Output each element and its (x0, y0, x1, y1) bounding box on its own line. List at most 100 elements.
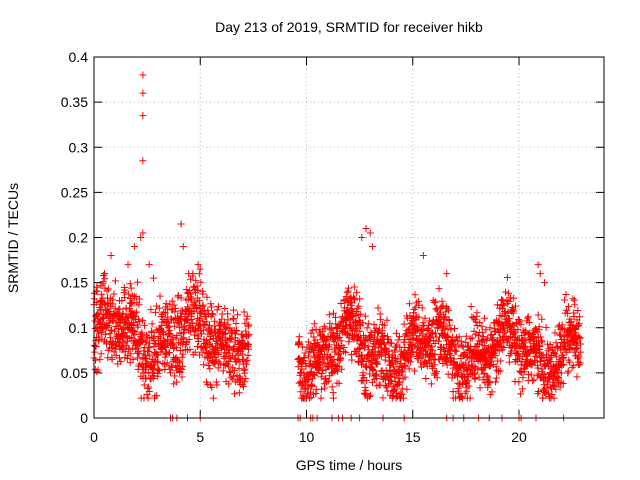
data-point (121, 286, 129, 294)
data-point (121, 294, 129, 302)
data-point (196, 265, 204, 273)
data-point (568, 364, 576, 372)
data-point (124, 325, 132, 333)
data-point (95, 310, 103, 318)
data-point (384, 335, 392, 343)
data-point (440, 314, 448, 322)
data-point (486, 324, 494, 332)
data-point (135, 301, 143, 309)
data-point (178, 353, 186, 361)
data-point (449, 388, 457, 396)
data-point (410, 306, 418, 314)
data-point (321, 384, 329, 392)
data-point (350, 293, 358, 301)
data-point (145, 383, 153, 391)
data-point (110, 348, 118, 356)
data-point (362, 376, 370, 384)
data-point (195, 270, 203, 278)
data-point (502, 288, 510, 296)
data-point (197, 322, 205, 330)
data-point (135, 350, 143, 358)
data-point (560, 296, 568, 304)
data-point (362, 224, 370, 232)
data-point (97, 290, 105, 298)
data-point (576, 348, 584, 356)
data-point (576, 313, 584, 321)
data-point (108, 316, 116, 324)
data-point (240, 378, 248, 386)
data-point (443, 270, 451, 278)
data-point (225, 346, 233, 354)
data-point (378, 327, 386, 335)
data-point (485, 377, 493, 385)
data-point (471, 374, 479, 382)
data-point (139, 229, 147, 237)
data-point (550, 348, 558, 356)
data-point (574, 307, 582, 315)
data-point (244, 332, 252, 340)
data-point (111, 277, 119, 285)
data-point (218, 315, 226, 323)
data-point (192, 277, 200, 285)
data-point (492, 363, 500, 371)
data-point (310, 333, 318, 341)
data-point (209, 310, 217, 318)
data-point (481, 342, 489, 350)
data-point (182, 286, 190, 294)
data-point (500, 301, 508, 309)
data-point (309, 370, 317, 378)
data-point (178, 330, 186, 338)
data-point (199, 302, 207, 310)
data-point (575, 361, 583, 369)
data-point (374, 329, 382, 337)
data-point (345, 321, 353, 329)
data-point (362, 390, 370, 398)
data-point (202, 344, 210, 352)
y-tick-label: 0.3 (69, 139, 89, 155)
data-point (225, 369, 233, 377)
data-point (126, 280, 134, 288)
data-point (344, 331, 352, 339)
data-point (221, 319, 229, 327)
data-point (242, 327, 250, 335)
data-point (514, 325, 522, 333)
data-point (304, 338, 312, 346)
data-point (244, 342, 252, 350)
data-point (573, 373, 581, 381)
data-point (357, 310, 365, 318)
data-point (187, 294, 195, 302)
data-point (92, 356, 100, 364)
data-point (555, 374, 563, 382)
data-point (200, 326, 208, 334)
data-point (229, 364, 237, 372)
data-point (149, 365, 157, 373)
data-point (319, 367, 327, 375)
data-point (492, 374, 500, 382)
data-point (411, 291, 419, 299)
data-point (179, 350, 187, 358)
data-point (208, 310, 216, 318)
data-point (474, 332, 482, 340)
data-point (466, 335, 474, 343)
data-point (300, 369, 308, 377)
data-point (206, 365, 214, 373)
data-point (524, 314, 531, 322)
data-point (353, 288, 361, 296)
data-point (338, 365, 346, 373)
data-point (209, 394, 217, 402)
data-point (195, 297, 203, 305)
data-point (307, 329, 315, 337)
data-point (493, 366, 501, 374)
data-point (96, 355, 104, 363)
data-point (395, 333, 403, 341)
data-point (559, 380, 567, 388)
data-point (429, 364, 437, 372)
data-point (576, 334, 584, 342)
data-point (556, 383, 564, 391)
data-point (422, 343, 429, 351)
data-point (563, 306, 571, 314)
data-point (492, 352, 500, 360)
data-point (295, 355, 303, 363)
data-point (431, 329, 439, 337)
data-point (534, 311, 542, 319)
